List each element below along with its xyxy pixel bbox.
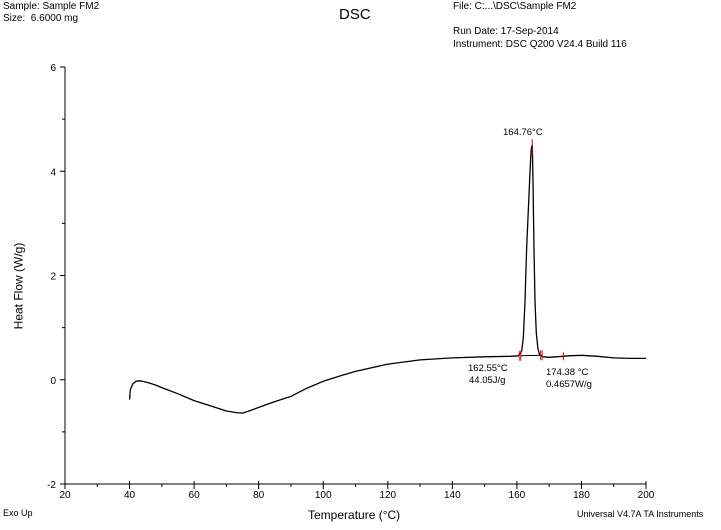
x-tick-label: 200 [638,490,655,501]
run-date: Run Date: 17-Sep-2014 [453,26,559,37]
y-axis-label: Heat Flow (W/g) [11,242,26,330]
x-axis-label: Temperature (°C) [308,508,401,522]
sample-name: Sample: Sample FM2 [3,1,100,12]
x-tick-label: 120 [379,490,396,501]
integration-baseline [520,354,543,357]
instrument-info: Instrument: DSC Q200 V24.4 Build 116 [453,39,627,50]
chart-title: DSC [339,6,371,23]
chart-series [128,144,646,414]
dsc-curve [128,144,646,414]
y-tick-label: -2 [47,480,56,491]
sample-size: Size: 6.6000 mg [3,13,79,24]
chart-markers [518,139,564,361]
end-temp-annotation: 174.38 °C [546,367,588,378]
x-tick-label: 60 [189,490,201,501]
x-tick-label: 40 [124,490,136,501]
y-tick-label: 6 [50,63,56,74]
y-tick-label: 0 [50,376,56,387]
x-tick-label: 80 [253,490,265,501]
file-path: File: C:...\DSC\Sample FM2 [453,1,577,12]
chart-axes [64,67,646,485]
chart-labels: 164.76°C 162.55°C44.05J/g 174.38 °C0.4657W… [468,127,592,390]
peak-annotation: 164.76°C [503,127,543,138]
x-tick-label: 180 [573,490,590,501]
x-tick-label: 160 [509,490,526,501]
x-tick-label: 20 [59,490,71,501]
enthalpy-annotation: 44.05J/g [469,375,505,386]
x-tick-label: 140 [444,490,461,501]
chart-ticks: 20 40 60 80 100 120 140 160 180 200 -2 0 2 4 6 [47,63,655,501]
y-tick-label: 2 [50,272,56,283]
y-tick-label: 4 [50,167,56,178]
end-heatflow-annotation: 0.4657W/g [546,379,592,390]
software-info: Universal V4.7A TA Instruments [577,509,704,519]
x-tick-label: 100 [315,490,332,501]
onset-temp-annotation: 162.55°C [468,363,508,374]
exo-up-label: Exo Up [3,508,33,518]
